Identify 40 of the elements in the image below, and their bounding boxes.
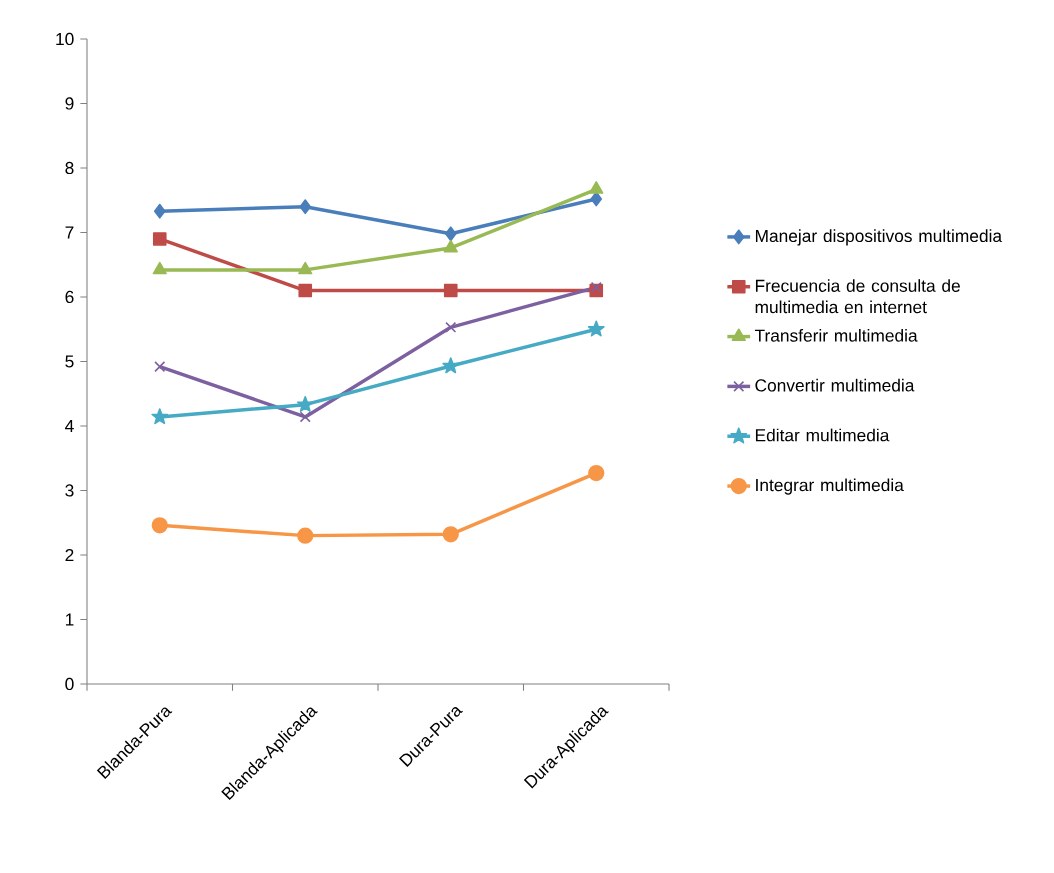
y-tick-label: 1 xyxy=(65,613,74,626)
y-tick-label: 4 xyxy=(65,420,74,432)
y-tick-label: 8 xyxy=(65,161,74,175)
point xyxy=(153,203,166,219)
point xyxy=(154,361,166,373)
legend-label: Editar multimedia xyxy=(755,428,890,442)
point xyxy=(442,526,459,543)
y-tick-label: 5 xyxy=(65,355,74,368)
y-tick-label: 10 xyxy=(56,32,74,46)
point xyxy=(590,191,603,207)
legend-label: Convertir multimedia xyxy=(755,378,915,392)
legend-label: Manejar dispositivos multimedia xyxy=(755,229,1003,246)
point xyxy=(152,232,167,246)
legend-label: Transferir multimedia xyxy=(754,328,918,342)
point xyxy=(296,395,314,412)
legend-label: Integrar multimedia xyxy=(756,478,904,495)
point xyxy=(443,239,458,253)
point xyxy=(588,464,605,482)
point xyxy=(298,283,313,298)
point xyxy=(589,181,604,194)
point xyxy=(444,226,457,242)
point xyxy=(298,261,313,275)
point xyxy=(297,527,314,544)
y-tick-label: 6 xyxy=(65,290,74,304)
point xyxy=(445,321,457,333)
y-tick-label: 3 xyxy=(65,484,74,497)
point xyxy=(299,411,311,423)
point xyxy=(151,517,168,534)
y-tick-label: 9 xyxy=(65,97,74,110)
y-tick-label: 2 xyxy=(65,548,74,562)
point xyxy=(299,199,312,215)
y-tick-label: 0 xyxy=(65,677,74,691)
point xyxy=(151,408,169,425)
point xyxy=(590,281,602,293)
point xyxy=(152,261,167,275)
point xyxy=(587,320,605,337)
legend-label: Frecuencia de consulta de multimedia en internet xyxy=(755,279,960,314)
y-tick-label: 7 xyxy=(65,226,74,239)
point xyxy=(442,357,460,374)
point xyxy=(443,283,458,298)
